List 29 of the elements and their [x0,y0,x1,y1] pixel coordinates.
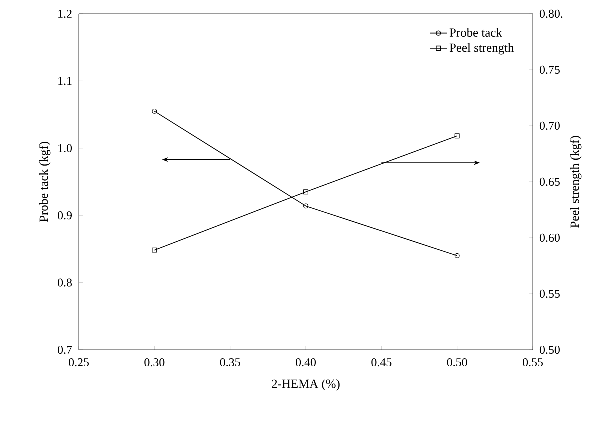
y2-tick-label: 0.70 [540,122,560,130]
x-tick-label: 0.50 [447,358,468,367]
y-tick-label: 0.8 [58,278,72,287]
y-axis-title: Probe tack (kgf) [39,142,51,222]
x-tick-label: 0.40 [296,358,316,367]
y2-tick-label: 0.55 [540,290,560,298]
y-tick-label: 1.1 [58,77,72,86]
legend-label: Peel strength [450,43,514,55]
y2-axis-title: Peel strength (kgf) [570,136,582,228]
x-tick-label: 0.25 [68,358,89,367]
x-tick-label: 0.35 [220,358,240,367]
y2-tick-label: 0.65 [540,178,560,186]
y2-tick-label: 0.75 [540,66,560,74]
y2-tick-label: 0.80. [540,10,563,18]
x-tick-label: 0.30 [144,358,165,367]
y-tick-label: 1.0 [58,144,72,152]
x-tick-label: 0.45 [372,358,392,367]
y2-tick-label: 0.60 [540,234,560,242]
point [454,134,460,139]
y-tick-label: 0.9 [58,212,72,220]
y2-tick-label: 0.50 [540,346,560,354]
legend-label: Probe tack [450,28,502,38]
point [304,204,308,209]
point [304,190,308,195]
y-tick-label: 1.2 [58,10,72,18]
point [152,248,158,253]
x-tick-label: 0.55 [522,358,543,367]
x-axis-title: 2-HEMA (%) [272,379,340,391]
y-tick-label: 0.7 [58,346,72,354]
